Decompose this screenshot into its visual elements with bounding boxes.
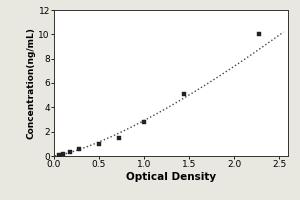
Y-axis label: Concentration(ng/mL): Concentration(ng/mL) — [27, 27, 36, 139]
X-axis label: Optical Density: Optical Density — [126, 172, 216, 182]
